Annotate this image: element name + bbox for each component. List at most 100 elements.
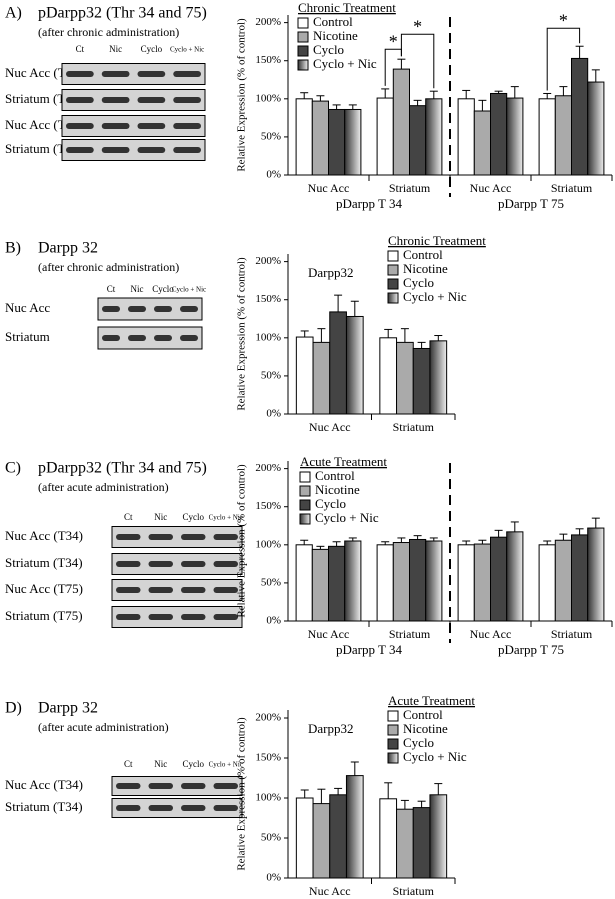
blot-band xyxy=(180,306,198,312)
x-tick-label: Striatum xyxy=(393,884,435,898)
blot-band xyxy=(181,561,206,567)
blot-band xyxy=(181,587,206,593)
bar xyxy=(345,775,364,879)
legend-swatch xyxy=(387,738,399,750)
bar xyxy=(295,98,313,176)
panel-subtitle: (after chronic administration) xyxy=(38,25,179,39)
blot-band xyxy=(213,805,238,811)
blot-band xyxy=(173,147,201,153)
bar xyxy=(379,798,398,879)
bar xyxy=(328,545,346,622)
x-tick-label: Striatum xyxy=(551,181,593,195)
y-tick-label: 50% xyxy=(261,832,281,844)
legend-swatch xyxy=(297,17,309,29)
blot-band xyxy=(181,614,206,620)
legend-label: Control xyxy=(403,247,443,262)
y-tick-label: 100% xyxy=(255,331,281,343)
x-tick-label: Striatum xyxy=(551,627,593,641)
bar xyxy=(429,340,448,415)
legend-label: Control xyxy=(403,707,443,722)
legend-label: Nicotine xyxy=(403,261,448,276)
blot-band xyxy=(137,123,166,129)
blot-row-label: Nuc Acc (T34) xyxy=(5,528,83,543)
x-tick-label: Striatum xyxy=(389,181,431,195)
bar xyxy=(554,539,572,622)
bar xyxy=(409,538,427,622)
bar xyxy=(538,544,556,622)
bar xyxy=(396,341,414,415)
bar xyxy=(490,536,508,622)
y-tick-label: 200% xyxy=(255,712,281,724)
blot-strip xyxy=(111,526,243,548)
lane-label: Cyclo + Nic xyxy=(170,46,204,54)
bar xyxy=(473,543,491,622)
bar xyxy=(392,68,410,176)
bar xyxy=(329,311,347,415)
bar xyxy=(376,97,394,176)
lane-label: Cyclo xyxy=(141,44,163,54)
legend-swatch xyxy=(387,710,399,722)
lane-label: Ct xyxy=(76,44,85,54)
blot-strip xyxy=(61,115,206,137)
y-tick-label: 100% xyxy=(255,792,281,804)
bar xyxy=(329,794,347,879)
bar xyxy=(376,544,394,622)
y-tick-label: 100% xyxy=(255,538,281,550)
blot-band xyxy=(116,587,141,593)
bar xyxy=(311,548,329,622)
panel-label: B) xyxy=(5,240,21,257)
x-tick-label: Nuc Acc xyxy=(470,627,512,641)
group-label: pDarpp T 34 xyxy=(336,642,402,657)
y-tick-label: 150% xyxy=(255,500,281,512)
blot-band xyxy=(173,71,201,77)
blot-band xyxy=(101,147,130,153)
blot-row-label: Striatum (T34) xyxy=(5,799,83,814)
group-label: pDarpp T 75 xyxy=(498,196,564,211)
legend-label: Nicotine xyxy=(403,721,448,736)
bar xyxy=(571,57,589,176)
legend-title: Acute Treatment xyxy=(388,693,475,708)
blot-strip xyxy=(111,553,243,575)
bar xyxy=(396,808,414,879)
x-tick-label: Nuc Acc xyxy=(470,181,512,195)
bar xyxy=(425,98,443,176)
bar xyxy=(587,527,605,622)
x-tick-label: Striatum xyxy=(393,420,435,434)
blot-band xyxy=(154,335,172,341)
inner-label: Darpp32 xyxy=(308,721,354,736)
lane-label: Nic xyxy=(109,44,122,54)
bar xyxy=(295,336,314,415)
blot-band xyxy=(101,123,130,129)
blot-band xyxy=(148,805,173,811)
bar xyxy=(538,98,556,176)
legend-title: Chronic Treatment xyxy=(388,233,486,248)
y-tick-label: 0% xyxy=(266,615,281,627)
blot-band xyxy=(173,123,201,129)
bar xyxy=(587,81,605,176)
blot-band xyxy=(181,534,206,540)
lane-label: Ct xyxy=(124,759,133,769)
legend-swatch xyxy=(297,31,309,43)
blot-strip xyxy=(61,139,206,161)
blot-band xyxy=(173,97,201,103)
lane-label: Cyclo + Nic xyxy=(172,286,206,294)
blot-strip xyxy=(97,297,203,321)
bar xyxy=(506,97,524,176)
legend-label: Cyclo + Nic xyxy=(315,510,379,525)
lane-label: Ct xyxy=(124,512,133,522)
blot-band xyxy=(148,614,173,620)
legend-swatch xyxy=(299,499,311,511)
blot-row-label: Striatum xyxy=(5,329,50,344)
blot-band xyxy=(102,306,120,312)
legend-swatch xyxy=(387,250,399,262)
y-axis-label: Relative Expression (% of control) xyxy=(236,464,248,618)
lane-label: Cyclo xyxy=(183,759,205,769)
y-tick-label: 200% xyxy=(255,462,281,474)
bar xyxy=(429,794,448,879)
legend-label: Control xyxy=(313,14,353,29)
bar xyxy=(312,341,331,415)
blot-band xyxy=(101,97,130,103)
legend-label: Cyclo xyxy=(315,496,346,511)
